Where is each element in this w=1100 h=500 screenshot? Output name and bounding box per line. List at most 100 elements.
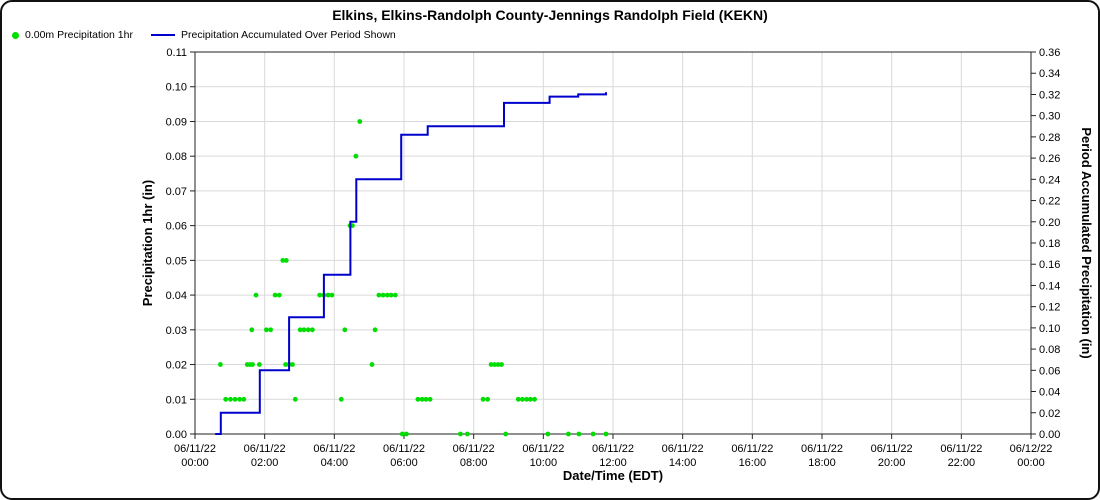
svg-text:0.30: 0.30 bbox=[1039, 111, 1060, 123]
svg-text:0.14: 0.14 bbox=[1039, 280, 1060, 292]
scatter-point bbox=[427, 396, 433, 402]
svg-text:0.24: 0.24 bbox=[1039, 174, 1060, 186]
scatter-point bbox=[520, 396, 525, 402]
scatter-point bbox=[415, 396, 421, 402]
scatter-point bbox=[423, 396, 429, 402]
svg-text:0.00: 0.00 bbox=[1039, 429, 1060, 441]
svg-text:16:00: 16:00 bbox=[739, 457, 767, 469]
legend-item-precip-1hr: 0.00m Precipitation 1hr bbox=[12, 29, 133, 41]
chart-title: Elkins, Elkins-Randolph County-Jennings … bbox=[332, 7, 768, 23]
svg-text:14:00: 14:00 bbox=[669, 457, 697, 469]
svg-text:0.18: 0.18 bbox=[1039, 238, 1060, 250]
svg-text:0.08: 0.08 bbox=[166, 151, 187, 163]
scatter-point bbox=[376, 292, 382, 298]
scatter-point bbox=[488, 362, 494, 367]
scatter-point bbox=[280, 258, 286, 263]
scatter-point bbox=[310, 327, 315, 333]
scatter-point bbox=[228, 396, 233, 402]
svg-text:06/11/22: 06/11/22 bbox=[662, 443, 704, 455]
svg-text:06/11/22: 06/11/22 bbox=[453, 443, 495, 455]
scatter-point bbox=[317, 292, 323, 298]
scatter-point bbox=[232, 396, 238, 402]
scatter-point bbox=[399, 431, 405, 437]
svg-text:10:00: 10:00 bbox=[530, 457, 558, 469]
svg-text:06/11/22: 06/11/22 bbox=[522, 443, 564, 455]
scatter-point bbox=[404, 431, 409, 437]
scatter-point bbox=[342, 327, 348, 333]
svg-text:0.07: 0.07 bbox=[166, 186, 187, 198]
svg-text:00:00: 00:00 bbox=[181, 457, 209, 469]
svg-text:0.02: 0.02 bbox=[1039, 408, 1060, 420]
scatter-point bbox=[576, 431, 582, 437]
blue-line-icon bbox=[150, 33, 175, 37]
svg-text:06/11/22: 06/11/22 bbox=[731, 443, 773, 455]
scatter-point bbox=[566, 431, 571, 437]
scatter-point bbox=[388, 292, 394, 298]
scatter-point bbox=[276, 292, 282, 298]
scatter-point bbox=[590, 431, 596, 437]
svg-text:Date/Time (EDT): Date/Time (EDT) bbox=[563, 468, 663, 483]
svg-text:02:00: 02:00 bbox=[251, 457, 279, 469]
green-dot-icon bbox=[12, 31, 19, 39]
scatter-point bbox=[249, 327, 255, 333]
scatter-point bbox=[392, 292, 398, 298]
scatter-point bbox=[241, 396, 247, 402]
scatter-point bbox=[532, 396, 537, 402]
svg-text:Precipitation 1hr (in): Precipitation 1hr (in) bbox=[140, 180, 155, 306]
svg-text:06/11/22: 06/11/22 bbox=[871, 443, 913, 455]
svg-text:0.02: 0.02 bbox=[166, 360, 187, 372]
scatter-point bbox=[325, 292, 331, 298]
scatter-point bbox=[528, 396, 533, 402]
scatter-point bbox=[268, 327, 273, 333]
svg-text:12:00: 12:00 bbox=[599, 457, 627, 469]
scatter-point bbox=[499, 362, 504, 367]
scatter-point bbox=[329, 292, 335, 298]
scatter-point bbox=[305, 327, 311, 333]
svg-text:0.08: 0.08 bbox=[1039, 344, 1060, 356]
svg-text:0.03: 0.03 bbox=[166, 325, 187, 337]
scatter-point bbox=[419, 396, 425, 402]
svg-text:00:00: 00:00 bbox=[1017, 457, 1045, 469]
scatter-point bbox=[480, 396, 486, 402]
svg-text:22:00: 22:00 bbox=[948, 457, 976, 469]
scatter-point bbox=[237, 396, 243, 402]
tick-marks bbox=[190, 51, 1036, 439]
svg-text:0.04: 0.04 bbox=[166, 290, 187, 302]
scatter-point bbox=[283, 258, 289, 263]
scatter-point bbox=[338, 396, 344, 402]
svg-text:08:00: 08:00 bbox=[460, 457, 488, 469]
svg-text:0.01: 0.01 bbox=[166, 394, 187, 406]
svg-text:0.20: 0.20 bbox=[1039, 217, 1060, 229]
scatter-point bbox=[545, 431, 551, 437]
svg-text:06/11/22: 06/11/22 bbox=[592, 443, 634, 455]
scatter-point bbox=[292, 396, 298, 402]
svg-text:0.22: 0.22 bbox=[1039, 196, 1060, 208]
axis-titles: Date/Time (EDT) Precipitation 1hr (in) Per… bbox=[140, 127, 1094, 483]
scatter-point bbox=[515, 396, 521, 402]
svg-text:20:00: 20:00 bbox=[878, 457, 906, 469]
scatter-point bbox=[503, 431, 509, 437]
scatter-point bbox=[492, 362, 497, 367]
scatter-point bbox=[223, 396, 229, 402]
svg-text:18:00: 18:00 bbox=[808, 457, 836, 469]
legend-precip-1hr-label: 0.00m Precipitation 1hr bbox=[25, 29, 133, 41]
svg-text:06/11/22: 06/11/22 bbox=[313, 443, 355, 455]
svg-text:04:00: 04:00 bbox=[321, 457, 349, 469]
scatter-point bbox=[380, 292, 386, 298]
svg-text:0.36: 0.36 bbox=[1039, 47, 1060, 59]
svg-text:06/11/22: 06/11/22 bbox=[940, 443, 982, 455]
scatter-point bbox=[485, 396, 490, 402]
svg-text:0.00: 0.00 bbox=[166, 429, 187, 441]
svg-text:06/11/22: 06/11/22 bbox=[801, 443, 843, 455]
scatter-point bbox=[372, 327, 378, 333]
svg-text:0.10: 0.10 bbox=[166, 82, 187, 94]
svg-text:Period Accumulated Precipitati: Period Accumulated Precipitation (in) bbox=[1079, 127, 1094, 358]
svg-text:0.06: 0.06 bbox=[1039, 365, 1060, 377]
scatter-point bbox=[250, 362, 255, 367]
svg-text:06/11/22: 06/11/22 bbox=[244, 443, 286, 455]
scatter-point bbox=[353, 153, 359, 159]
svg-text:0.34: 0.34 bbox=[1039, 68, 1060, 80]
scatter-point bbox=[384, 292, 390, 298]
accumulated-line bbox=[215, 92, 607, 435]
